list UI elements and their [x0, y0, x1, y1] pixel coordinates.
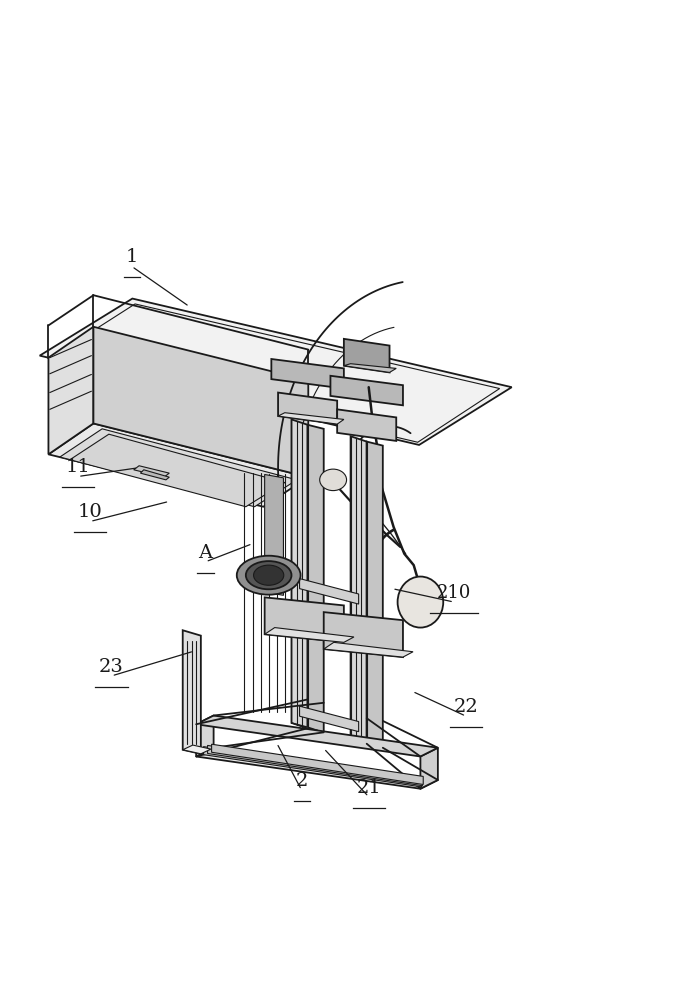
Polygon shape	[344, 364, 396, 372]
Polygon shape	[196, 716, 214, 756]
Polygon shape	[140, 470, 169, 480]
Text: 10: 10	[78, 503, 102, 521]
Polygon shape	[212, 744, 423, 784]
Polygon shape	[134, 466, 169, 477]
Polygon shape	[344, 339, 389, 372]
Polygon shape	[278, 413, 344, 424]
Polygon shape	[60, 429, 297, 507]
Text: A: A	[198, 544, 213, 562]
Polygon shape	[265, 628, 354, 642]
Text: 210: 210	[437, 584, 471, 602]
Polygon shape	[40, 299, 512, 445]
Ellipse shape	[237, 556, 301, 595]
Polygon shape	[351, 436, 367, 744]
Polygon shape	[324, 612, 403, 657]
Ellipse shape	[320, 469, 347, 491]
Polygon shape	[337, 409, 396, 441]
Polygon shape	[49, 327, 93, 454]
Text: 2: 2	[295, 772, 308, 790]
Polygon shape	[299, 706, 359, 732]
Polygon shape	[367, 442, 383, 748]
Polygon shape	[183, 630, 201, 754]
Ellipse shape	[246, 561, 292, 589]
Polygon shape	[278, 393, 337, 424]
Text: 21: 21	[356, 779, 381, 797]
Ellipse shape	[397, 577, 443, 628]
Polygon shape	[265, 597, 344, 642]
Text: 11: 11	[66, 458, 90, 476]
Polygon shape	[420, 748, 438, 789]
Polygon shape	[196, 748, 438, 789]
Polygon shape	[292, 419, 307, 728]
Ellipse shape	[254, 565, 284, 585]
Polygon shape	[330, 376, 403, 405]
Polygon shape	[299, 579, 359, 604]
Polygon shape	[292, 723, 324, 732]
Polygon shape	[307, 425, 324, 732]
Text: 23: 23	[99, 658, 124, 676]
Polygon shape	[70, 434, 285, 507]
Polygon shape	[183, 745, 211, 754]
Text: 1: 1	[125, 248, 138, 266]
Polygon shape	[208, 745, 422, 786]
Polygon shape	[49, 423, 308, 507]
Polygon shape	[204, 747, 422, 787]
Text: 22: 22	[454, 698, 479, 716]
Polygon shape	[271, 359, 344, 389]
Polygon shape	[93, 327, 308, 477]
Polygon shape	[324, 642, 413, 657]
Polygon shape	[265, 474, 284, 595]
Polygon shape	[196, 716, 438, 756]
